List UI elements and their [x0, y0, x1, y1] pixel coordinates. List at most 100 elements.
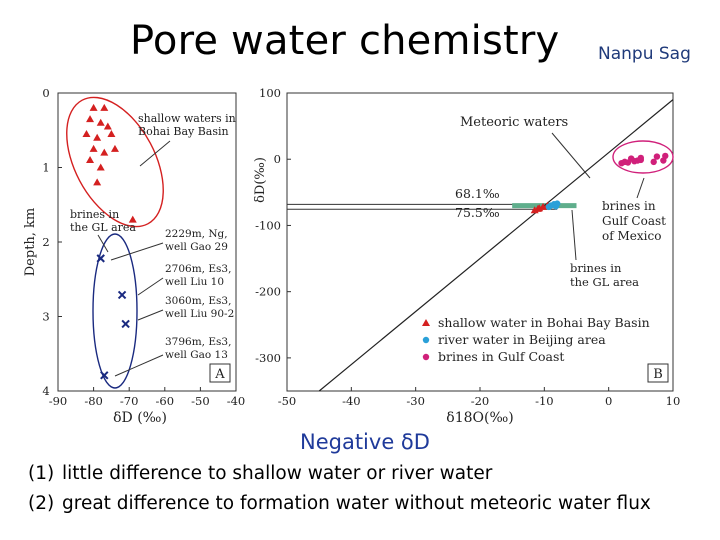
panel-b-x-tick-label: -20 [471, 394, 490, 408]
leader-brines-gl-a [97, 234, 109, 253]
panel-b-x-tick-label: -40 [342, 394, 361, 408]
legend-label-0: shallow water in Bohai Bay Basin [438, 315, 650, 330]
slide-subtitle: Nanpu Sag [598, 44, 691, 64]
leader-liu10 [137, 277, 164, 296]
panel-b-point-series-2 [621, 158, 628, 166]
gulf-coast-ellipse [612, 140, 674, 174]
panel-b-xlabel: δ18O(‰) [446, 410, 513, 426]
panel-b-point-series-2 [627, 155, 635, 162]
panel-b-y-tick-label: -100 [255, 218, 281, 232]
legend-marker-2 [422, 353, 430, 361]
annotation-brines-gl-a: brines in the GL area [70, 208, 136, 234]
note-2-text: great difference to formation water with… [62, 493, 651, 514]
panel-b-x-tick-label: 0 [605, 394, 612, 408]
panel-a-label: A [214, 367, 225, 382]
panel-b-points [530, 152, 669, 214]
panel-b-y-tick-label: 100 [259, 86, 281, 100]
panel-b-label: B [653, 367, 663, 382]
panel-b-x-tick-label: -50 [278, 394, 297, 408]
annotation-gao13: 3796m, Es3, well Gao 13 [165, 336, 235, 361]
brines-gl-ellipse [92, 233, 138, 389]
leader-meteoric [551, 132, 591, 179]
leader-brines-gl-b [571, 209, 577, 261]
panel-a-point-shallow [86, 115, 95, 123]
panel-a-y-tick-label: 2 [42, 235, 49, 249]
annotation-gulf-coast-brines: brines in Gulf Coast of Mexico [602, 199, 670, 243]
panel-a-point-shallow [96, 163, 105, 171]
panel-b-point-series-2 [637, 154, 645, 162]
panel-a-x-tick-label: -60 [156, 394, 175, 408]
panel-a-y-ticks: 0 1 2 3 4 [42, 86, 62, 398]
panel-a-point-shallow [96, 118, 105, 126]
meteoric-water-line [318, 99, 674, 392]
annotation-brines-gl-b: brines in the GL area [570, 261, 639, 289]
note-1-number: (1) [28, 463, 55, 484]
panel-a-points [82, 103, 137, 380]
legend-label-1: river water in Beijing area [438, 332, 606, 347]
shallow-waters-ellipse [66, 96, 164, 228]
leader-shallow-waters [139, 140, 171, 167]
annotation-liu90-2: 3060m, Es3, well Liu 90-2 [165, 295, 235, 320]
panel-a-y-tick-label: 3 [42, 310, 49, 324]
panel-b-y-tick-label: 0 [274, 152, 281, 166]
caption: Negative δD [300, 430, 430, 454]
leader-liu90-2 [137, 309, 164, 321]
panel-a-point-shallow [107, 129, 116, 137]
panel-a-x-tick-label: -70 [120, 394, 139, 408]
panel-b-point-series-2 [653, 153, 661, 160]
panel-b-x-tick-label: 10 [666, 394, 681, 408]
panel-b-ylabel: δD(‰) [253, 157, 268, 203]
panel-a-point-shallow [110, 144, 119, 152]
panel-a-point-brines [100, 371, 109, 380]
panel-a-point-shallow [100, 103, 109, 111]
panel-b-y-tick-label: -200 [255, 285, 281, 299]
note-2: (2) great difference to formation water w… [28, 493, 651, 514]
panel-a-xlabel: δD (‰) [113, 410, 167, 426]
panel-a-x-tick-label: -80 [84, 394, 103, 408]
panel-b-y-ticks: 100 0 -100 -200 -300 [255, 86, 291, 365]
panel-a-point-shallow [93, 178, 102, 186]
annotation-shallow-waters: shallow waters in Bohai Bay Basin [138, 112, 239, 138]
panel-a-point-brines [121, 319, 130, 329]
panel-b-point-series-2 [650, 158, 657, 166]
panel-a-point-shallow [103, 122, 112, 130]
panel-b-point-series-2 [662, 152, 669, 160]
panel-b-label-box [647, 363, 669, 383]
ref-label-68: 68.1‰ [455, 186, 500, 201]
legend-label-2: brines in Gulf Coast [438, 349, 564, 364]
leader-gao13 [114, 354, 164, 377]
panel-b-point-series-1 [545, 203, 553, 211]
slide-title: Pore water chemistry [130, 18, 560, 64]
leader-gulf-coast [636, 177, 645, 199]
panel-a-y-tick-label: 1 [42, 161, 49, 175]
leader-gao29 [110, 242, 164, 261]
panel-a-y-tick-label: 4 [42, 384, 49, 398]
panel-a-point-brines [117, 290, 127, 300]
panel-a-point-shallow [82, 129, 91, 137]
panel-a-y-tick-label: 0 [42, 86, 49, 100]
panel-a-point-shallow [100, 148, 109, 156]
ref-label-75: 75.5‰ [455, 205, 500, 220]
panel-b-y-tick-label: -300 [255, 351, 281, 365]
figure: -90 -80 -70 -60 -50 -40 0 1 2 3 4 δD (‰) Depth, k… [23, 86, 681, 426]
panel-a-x-tick-label: -90 [49, 394, 68, 408]
legend-marker-0 [422, 319, 430, 326]
panel-a-point-brines [96, 254, 105, 263]
meteoric-waters-label: Meteoric waters [460, 115, 568, 130]
panel-a-point-shallow [89, 103, 98, 111]
panel-b-legend: shallow water in Bohai Bay Basin river wa… [422, 315, 650, 364]
panel-a-ylabel: Depth, km [23, 208, 38, 277]
panel-a-point-shallow [93, 133, 102, 141]
panel-b-x-ticks: -50 -40 -30 -20 -10 0 10 [278, 387, 681, 408]
panel-a-x-ticks: -90 -80 -70 -60 -50 -40 [49, 387, 245, 408]
panel-b-x-tick-label: -30 [406, 394, 425, 408]
panel-b-point-series-1 [552, 203, 560, 210]
panel-a-point-shallow [128, 215, 137, 223]
panel-a-point-shallow [86, 156, 95, 164]
note-1-text: little difference to shallow water or ri… [62, 463, 493, 484]
note-2-number: (2) [28, 493, 55, 514]
panel-b-x-tick-label: -10 [535, 394, 554, 408]
note-1: (1) little difference to shallow water or… [28, 463, 492, 484]
annotation-gao29: 2229m, Ng, well Gao 29 [165, 228, 231, 253]
panel-b-point-series-0 [533, 204, 542, 212]
